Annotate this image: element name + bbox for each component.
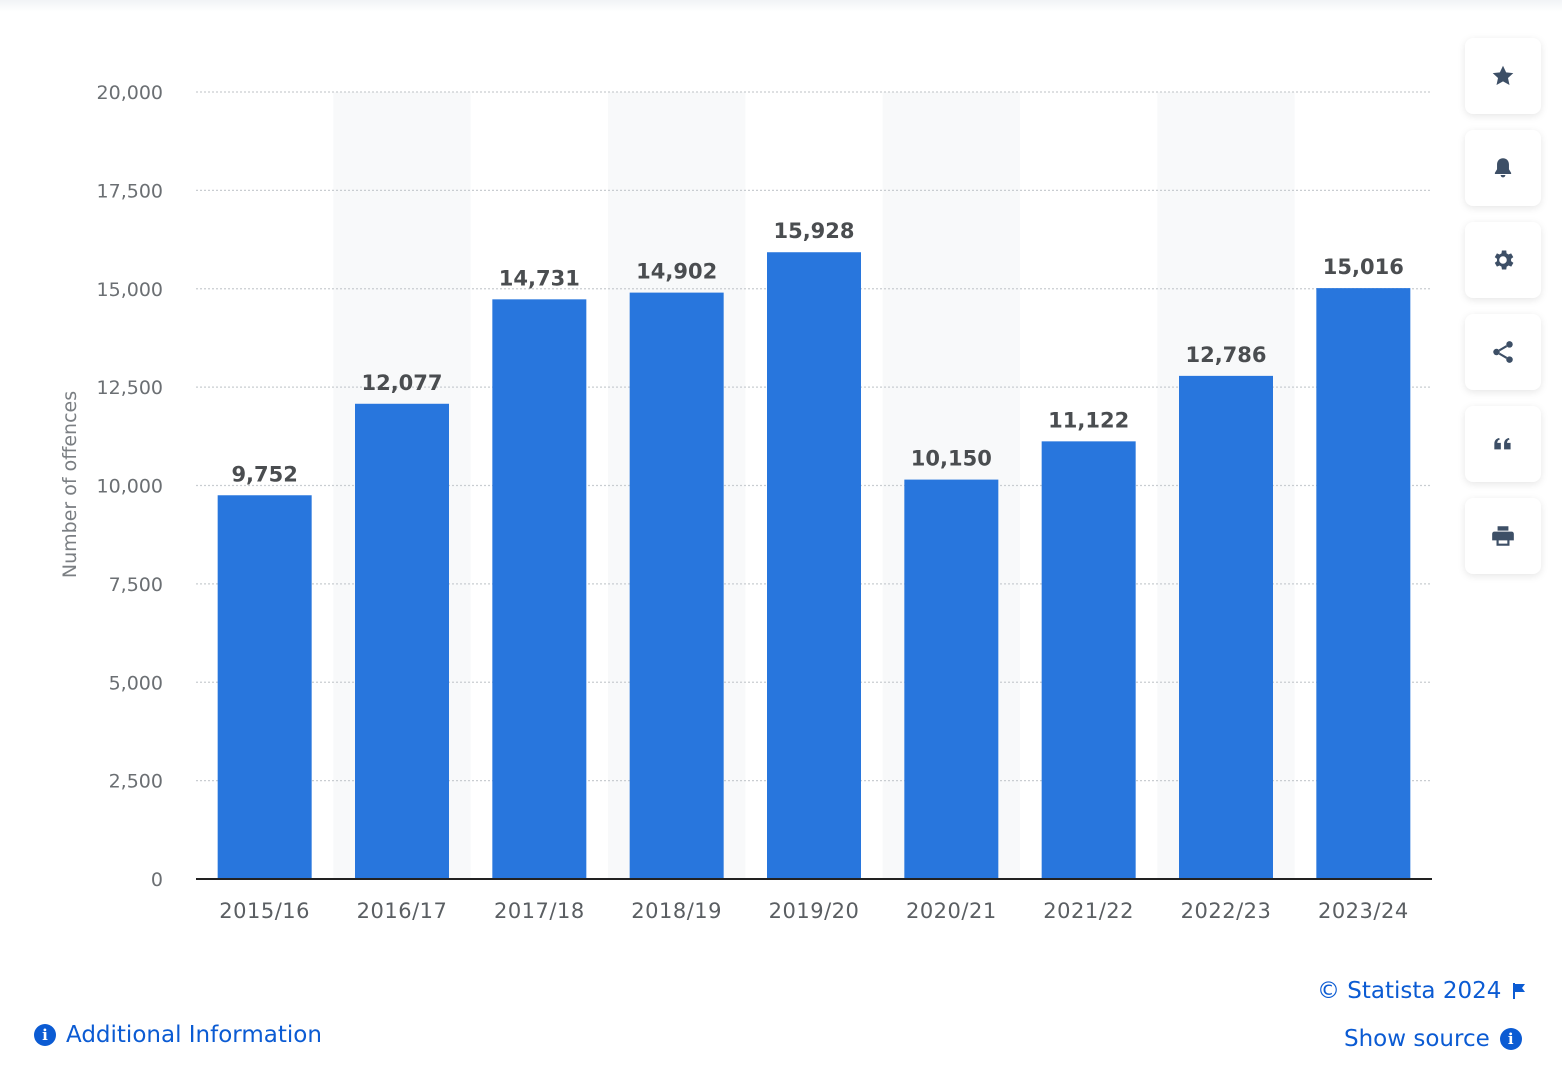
y-tick-label: 12,500 (97, 377, 163, 399)
y-tick-label: 5,000 (109, 672, 163, 694)
bar[interactable] (217, 495, 312, 879)
y-tick-label: 7,500 (109, 574, 163, 596)
x-tick-label: 2021/22 (1043, 899, 1134, 923)
data-label: 11,122 (1048, 408, 1129, 432)
top-shadow-strip (0, 0, 1562, 12)
print-button[interactable] (1465, 498, 1541, 574)
x-tick-label: 2020/21 (906, 899, 997, 923)
gear-icon (1494, 250, 1514, 270)
data-label: 9,752 (231, 462, 297, 486)
print-icon (1492, 526, 1514, 546)
bar[interactable] (1041, 441, 1136, 879)
bar[interactable] (355, 403, 449, 879)
data-label: 15,928 (773, 219, 854, 243)
data-label: 12,786 (1185, 343, 1266, 367)
y-tick-label: 0 (151, 869, 163, 891)
x-tick-label: 2015/16 (219, 899, 310, 923)
bar-chart: 0 2,500 5,000 7,500 10,000 12,500 15,000 17,500… (59, 82, 1432, 923)
bar[interactable] (629, 292, 724, 879)
cite-button[interactable] (1465, 406, 1541, 482)
x-axis-labels: 2015/16 2016/17 2017/18 2018/19 2019/20 2020/… (219, 899, 1408, 923)
data-label: 12,077 (361, 371, 442, 395)
y-tick-label: 10,000 (97, 476, 163, 498)
data-label: 14,731 (499, 266, 580, 290)
x-tick-label: 2023/24 (1318, 899, 1409, 923)
settings-button[interactable] (1465, 222, 1541, 298)
share-button[interactable] (1465, 314, 1541, 390)
copyright-link[interactable]: © Statista 2024 (1317, 978, 1527, 1004)
y-tick-label: 20,000 (97, 82, 163, 104)
x-tick-label: 2016/17 (357, 899, 448, 923)
share-icon (1493, 341, 1513, 363)
bar[interactable] (904, 479, 999, 879)
show-source-link[interactable]: Show source i (1344, 1026, 1522, 1052)
data-label: 14,902 (636, 260, 717, 284)
data-labels: 9,752 12,077 14,731 14,902 15,928 10,150 11,12… (231, 219, 1403, 486)
y-tick-label: 2,500 (109, 771, 163, 793)
info-icon: i (1499, 1028, 1522, 1050)
favorite-button[interactable] (1465, 38, 1541, 114)
bell-icon (1494, 158, 1512, 178)
bar[interactable] (1316, 288, 1411, 880)
x-tick-label: 2017/18 (494, 899, 585, 923)
additional-information-link[interactable]: i Additional Information (34, 1022, 322, 1048)
flag-icon (1513, 983, 1526, 999)
additional-information-text: Additional Information (66, 1022, 322, 1048)
y-axis-ticks: 0 2,500 5,000 7,500 10,000 12,500 15,000 17,500… (97, 82, 163, 891)
x-tick-label: 2022/23 (1181, 899, 1272, 923)
y-axis-title: Number of offences (59, 391, 81, 578)
info-icon: i (34, 1024, 56, 1046)
star-icon (1492, 65, 1514, 85)
x-tick-label: 2018/19 (631, 899, 722, 923)
quote-icon (1494, 438, 1511, 450)
x-tick-label: 2019/20 (769, 899, 860, 923)
data-label: 10,150 (911, 447, 992, 471)
bar[interactable] (767, 252, 861, 879)
y-tick-label: 17,500 (97, 180, 163, 202)
y-tick-label: 15,000 (97, 279, 163, 301)
bars (217, 252, 1411, 880)
copyright-text: © Statista 2024 (1317, 978, 1502, 1004)
bar[interactable] (1179, 375, 1273, 879)
notification-button[interactable] (1465, 130, 1541, 206)
bar[interactable] (492, 299, 587, 879)
data-label: 15,016 (1323, 255, 1404, 279)
show-source-text: Show source (1344, 1026, 1490, 1052)
